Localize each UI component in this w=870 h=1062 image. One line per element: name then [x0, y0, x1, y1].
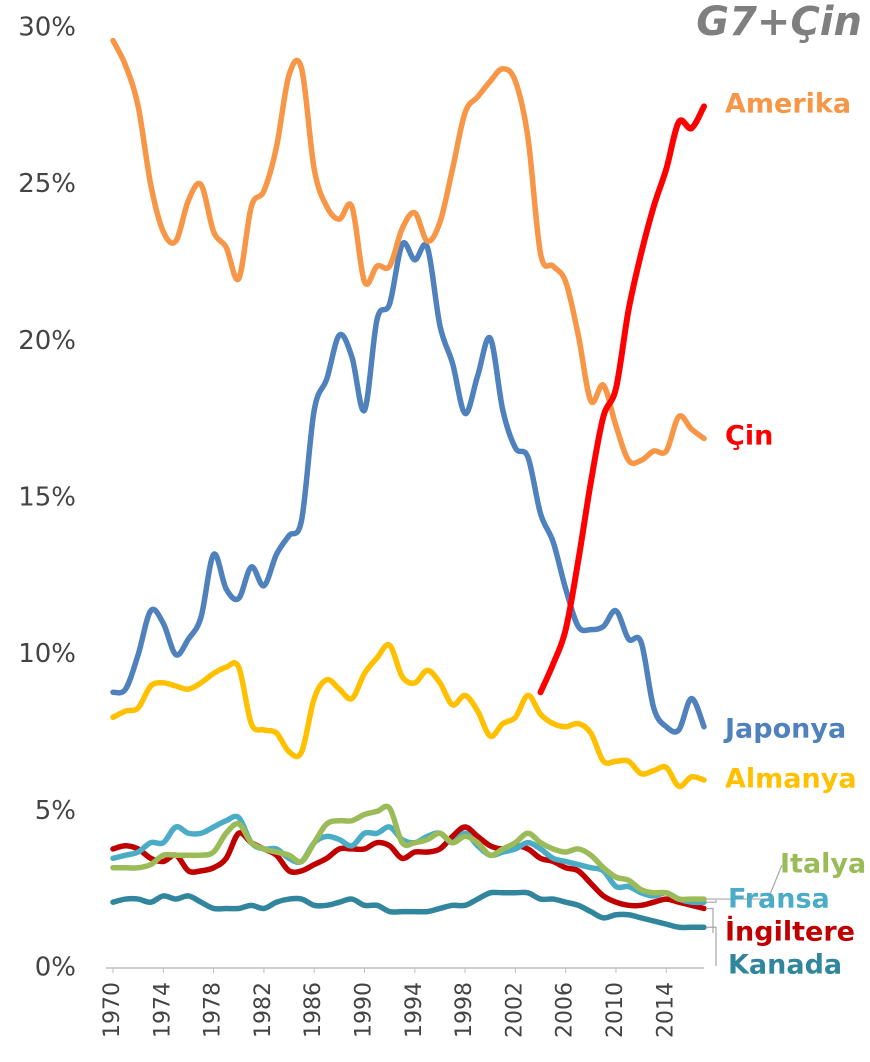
legend-label: Amerika: [725, 89, 851, 120]
x-tick-label: 2002: [502, 982, 527, 1038]
y-tick-label: 10%: [18, 639, 76, 669]
legend-label: Fransa: [728, 884, 830, 915]
series-line: [110, 803, 707, 903]
legend-label: Italya: [780, 849, 866, 880]
y-tick-label: 0%: [35, 953, 76, 983]
y-tick-label: 5%: [35, 796, 76, 826]
x-tick-label: 2014: [653, 982, 678, 1038]
x-tick-label: 1982: [251, 982, 276, 1038]
leader-line: [706, 907, 714, 933]
series-line: [110, 889, 707, 931]
series-line: [110, 813, 707, 906]
chart-title: G7+Çin: [696, 0, 862, 45]
x-tick-label: 1978: [201, 982, 226, 1038]
series-line: [537, 103, 707, 696]
x-tick-label: 2006: [553, 982, 578, 1038]
y-tick-label: 20%: [18, 326, 76, 356]
x-tick-label: 1970: [100, 982, 125, 1038]
leader-line: [706, 864, 783, 900]
legend-label: İngiltere: [725, 916, 855, 948]
legend-label: Japonya: [723, 714, 846, 745]
leader-line: [706, 926, 717, 966]
x-tick-label: 1974: [150, 982, 175, 1038]
y-tick-label: 25%: [18, 169, 76, 199]
legend-label: Kanada: [728, 950, 842, 981]
legend-label: Almanya: [725, 764, 857, 795]
x-tick-label: 1986: [301, 982, 326, 1038]
x-tick-label: 1994: [402, 982, 427, 1038]
x-tick-label: 1990: [351, 982, 376, 1038]
series-line: [110, 240, 707, 735]
series-line: [110, 37, 707, 467]
series-line: [110, 824, 707, 912]
x-tick-label: 1998: [452, 982, 477, 1038]
legend-label: Çin: [725, 421, 773, 452]
x-tick-label: 2010: [603, 982, 628, 1038]
series-line: [110, 641, 707, 790]
leader-line: [706, 900, 717, 903]
y-tick-label: 30%: [18, 13, 76, 43]
y-tick-label: 15%: [18, 483, 76, 513]
